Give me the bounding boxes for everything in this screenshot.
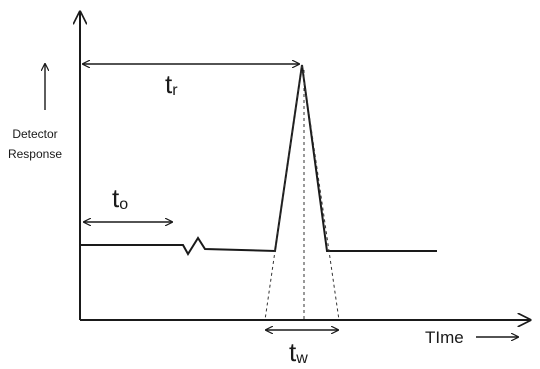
width-label: tw bbox=[289, 337, 308, 367]
label-main: t bbox=[112, 183, 120, 213]
signal-trace bbox=[80, 64, 437, 256]
x-axis-label: TIme bbox=[425, 328, 464, 347]
label-main: t bbox=[165, 69, 173, 99]
label-sub: w bbox=[295, 350, 308, 367]
label-main: t bbox=[289, 337, 297, 367]
y-axis-label: Detector bbox=[12, 127, 57, 141]
tangent-right bbox=[301, 64, 340, 321]
retention-label: tr bbox=[165, 69, 178, 99]
y-axis-label: Response bbox=[8, 147, 62, 161]
tangent-left bbox=[264, 64, 303, 321]
label-sub: o bbox=[119, 196, 128, 213]
dead-time-label: to bbox=[112, 183, 128, 213]
label-sub: r bbox=[172, 82, 178, 99]
